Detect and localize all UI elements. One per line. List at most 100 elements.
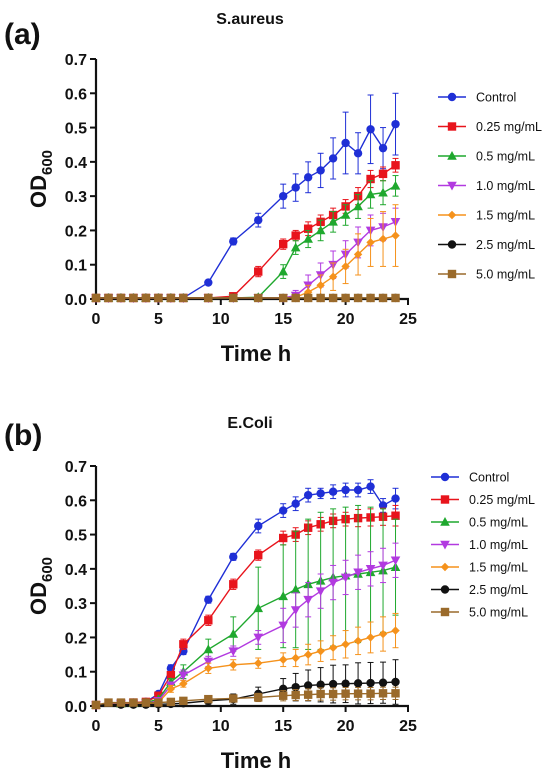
data-point: [316, 680, 325, 689]
legend-label: Control: [476, 91, 516, 105]
legend-entry-3: 1.0 mg/mL: [431, 538, 528, 552]
series-0: [91, 479, 400, 710]
data-point: [378, 678, 388, 687]
data-point: [378, 187, 388, 197]
data-point: [353, 201, 363, 211]
data-point: [303, 490, 313, 500]
data-point: [179, 640, 188, 649]
y-tick-label: 0.5: [65, 121, 87, 138]
data-point: [291, 653, 300, 663]
x-tick-label: 5: [154, 718, 163, 735]
data-point: [366, 678, 375, 688]
data-point: [340, 210, 351, 219]
x-tick-label: 25: [399, 718, 417, 735]
data-point: [328, 272, 338, 281]
data-point: [229, 660, 238, 670]
data-point: [341, 640, 350, 649]
data-point: [365, 565, 376, 574]
series-3: [91, 542, 401, 710]
data-point: [166, 697, 176, 707]
data-point: [141, 698, 151, 707]
data-point: [353, 679, 363, 688]
data-point: [353, 485, 363, 495]
data-point: [341, 293, 350, 303]
legend-marker: [440, 585, 450, 594]
data-point: [179, 679, 188, 688]
legend-label: 1.5 mg/mL: [469, 561, 528, 575]
data-point: [141, 293, 151, 303]
data-point: [279, 293, 288, 303]
data-point: [279, 691, 288, 700]
data-point: [353, 293, 363, 303]
data-point: [366, 293, 375, 303]
data-point: [315, 587, 326, 597]
legend-marker: [447, 151, 457, 160]
data-point: [353, 636, 363, 646]
data-point: [254, 658, 263, 668]
data-point: [204, 278, 213, 287]
data-point: [254, 521, 263, 531]
y-tick-label: 0.6: [65, 493, 87, 510]
data-point: [291, 293, 300, 303]
data-point: [328, 578, 338, 588]
data-point: [390, 180, 401, 190]
series-line: [95, 515, 396, 706]
data-point: [341, 138, 350, 148]
x-tick-label: 0: [92, 718, 101, 735]
data-point: [366, 238, 375, 247]
legend-marker: [440, 607, 450, 617]
legend-marker: [447, 122, 457, 131]
series-line: [96, 221, 396, 299]
legend-label: 0.25 mg/mL: [476, 120, 542, 134]
legend-entry-3: 1.0 mg/mL: [438, 179, 535, 193]
y-tick-label: 0.4: [65, 562, 87, 579]
legend-entry-5: 2.5 mg/mL: [438, 238, 535, 252]
series-line: [95, 692, 396, 706]
data-point: [303, 650, 313, 659]
legend-label: 5.0 mg/mL: [469, 606, 528, 620]
data-point: [378, 689, 388, 698]
data-point: [366, 633, 375, 642]
data-point: [391, 511, 400, 520]
series-0: [91, 92, 400, 303]
data-point: [316, 646, 325, 656]
data-point: [315, 225, 326, 235]
data-point: [328, 154, 338, 163]
data-point: [204, 616, 213, 625]
data-point: [316, 689, 325, 699]
legend-marker: [440, 517, 450, 526]
data-point: [291, 183, 300, 192]
data-point: [279, 239, 288, 249]
data-point: [279, 655, 288, 664]
legend-marker: [447, 210, 457, 220]
legend-entry-2: 0.5 mg/mL: [431, 516, 528, 530]
data-point: [328, 643, 338, 652]
legend-label: 0.5 mg/mL: [476, 150, 535, 164]
series-3: [91, 207, 401, 303]
data-point: [353, 568, 363, 578]
data-point: [253, 633, 264, 643]
data-point: [290, 242, 301, 252]
data-point: [328, 689, 338, 699]
x-tick-label: 5: [154, 311, 163, 328]
data-point: [378, 143, 388, 153]
data-point: [391, 231, 400, 240]
y-axis-label-main: OD: [26, 175, 51, 208]
y-tick-label: 0.0: [65, 699, 87, 716]
y-axis-label-main: OD: [26, 582, 51, 615]
legend-entry-4: 1.5 mg/mL: [438, 209, 535, 223]
legend-marker: [440, 495, 450, 504]
series-6: [91, 686, 400, 710]
data-point: [278, 266, 288, 276]
series-2: [91, 504, 401, 709]
data-point: [378, 169, 388, 179]
data-point: [254, 293, 263, 303]
data-point: [303, 293, 313, 303]
legend-marker: [440, 472, 450, 482]
data-point: [204, 595, 213, 604]
data-point: [179, 293, 188, 303]
legend-marker: [440, 562, 450, 572]
series-line: [96, 234, 396, 299]
data-point: [253, 603, 264, 613]
data-point: [378, 234, 388, 244]
